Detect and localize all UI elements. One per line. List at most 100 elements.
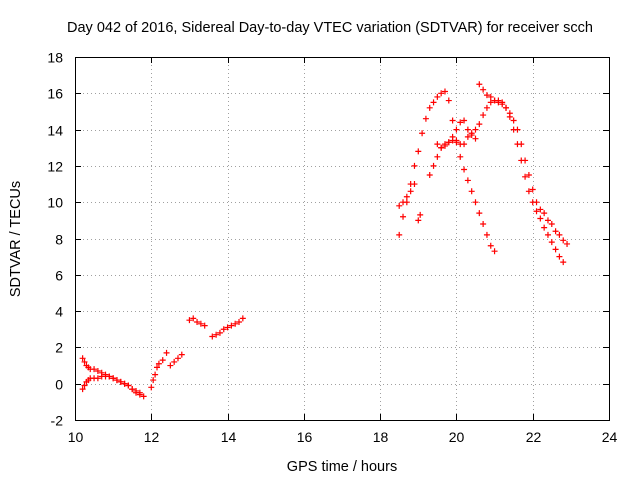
- data-point: [457, 153, 464, 160]
- data-point: [79, 386, 86, 393]
- data-point: [483, 104, 490, 111]
- data-point: [476, 81, 483, 88]
- series-midday-b: [209, 315, 246, 340]
- data-point: [445, 97, 452, 104]
- data-point: [564, 240, 571, 247]
- data-point: [468, 132, 475, 139]
- data-point: [396, 202, 403, 209]
- data-point: [487, 242, 494, 249]
- data-point: [117, 378, 124, 385]
- data-point: [522, 173, 529, 180]
- data-point: [464, 177, 471, 184]
- data-point: [476, 210, 483, 217]
- series-late-morning: [148, 349, 185, 391]
- data-point: [533, 208, 540, 215]
- data-point: [461, 141, 468, 148]
- x-tick-label: 20: [449, 429, 465, 445]
- data-point: [434, 141, 441, 148]
- data-point: [110, 375, 117, 382]
- data-point: [190, 315, 197, 322]
- data-points: [79, 81, 571, 400]
- data-point: [426, 104, 433, 111]
- data-point: [400, 199, 407, 206]
- data-point: [503, 104, 510, 111]
- data-point: [441, 88, 448, 95]
- y-tick-label: 14: [47, 123, 63, 139]
- data-point: [438, 90, 445, 97]
- data-point: [417, 211, 424, 218]
- data-point: [487, 99, 494, 106]
- data-point: [216, 329, 223, 336]
- data-point: [491, 248, 498, 255]
- data-point: [220, 326, 227, 333]
- data-point: [548, 239, 555, 246]
- data-point: [415, 217, 422, 224]
- y-tick-label: 16: [47, 86, 63, 102]
- y-tick-label: 4: [55, 304, 63, 320]
- data-point: [480, 220, 487, 227]
- x-tick-label: 12: [144, 429, 160, 445]
- data-point: [430, 162, 437, 169]
- grid-lines: [75, 57, 609, 420]
- data-point: [186, 317, 193, 324]
- data-point: [194, 318, 201, 325]
- data-point: [232, 320, 239, 327]
- data-point: [197, 320, 204, 327]
- data-point: [461, 117, 468, 124]
- data-point: [483, 92, 490, 99]
- series-evening-c: [415, 211, 424, 224]
- data-point: [167, 362, 174, 369]
- series-early-arc-b: [79, 373, 143, 396]
- data-point: [499, 101, 506, 108]
- data-point: [94, 375, 101, 382]
- y-tick-label: 8: [55, 232, 63, 248]
- data-point: [449, 117, 456, 124]
- data-point: [415, 148, 422, 155]
- data-point: [201, 322, 208, 329]
- data-point: [472, 135, 479, 142]
- data-point: [476, 121, 483, 128]
- data-point: [81, 358, 88, 365]
- x-tick-labels: 10 12 14 16 18 20 22 24: [68, 429, 618, 445]
- data-point: [133, 387, 140, 394]
- y-tick-label: -2: [51, 413, 64, 429]
- data-point: [464, 126, 471, 133]
- data-point: [159, 357, 166, 364]
- data-point: [94, 367, 101, 374]
- data-point: [533, 199, 540, 206]
- data-point: [434, 93, 441, 100]
- data-point: [213, 331, 220, 338]
- data-point: [239, 315, 246, 322]
- data-point: [148, 384, 155, 391]
- data-point: [464, 133, 471, 140]
- data-point: [81, 382, 88, 389]
- data-point: [522, 157, 529, 164]
- data-point: [113, 377, 120, 384]
- data-point: [228, 322, 235, 329]
- data-point: [552, 228, 559, 235]
- data-point: [79, 355, 86, 362]
- data-point: [548, 220, 555, 227]
- data-point: [537, 215, 544, 222]
- series-evening-a: [396, 88, 498, 255]
- data-point: [472, 126, 479, 133]
- data-point: [560, 237, 567, 244]
- y-tick-label: 2: [55, 340, 63, 356]
- data-point: [514, 126, 521, 133]
- data-point: [541, 210, 548, 217]
- data-point: [411, 181, 418, 188]
- axis-ticks: [75, 57, 610, 421]
- data-point: [129, 386, 136, 393]
- data-point: [453, 126, 460, 133]
- series-evening-e: [434, 81, 571, 247]
- data-point: [457, 119, 464, 126]
- data-point: [136, 389, 143, 396]
- data-point: [407, 188, 414, 195]
- data-point: [487, 93, 494, 100]
- data-point: [491, 97, 498, 104]
- y-axis-label: SDTVAR / TECUs: [8, 181, 24, 297]
- y-tick-label: 6: [55, 268, 63, 284]
- data-point: [506, 110, 513, 117]
- y-tick-label: 0: [55, 377, 63, 393]
